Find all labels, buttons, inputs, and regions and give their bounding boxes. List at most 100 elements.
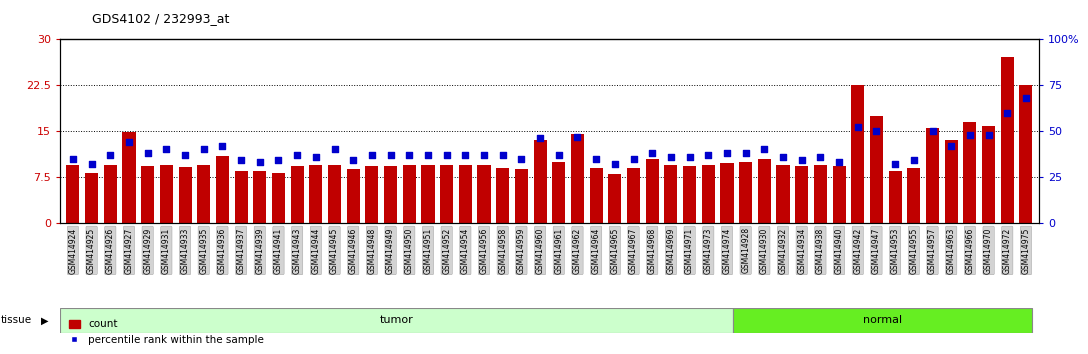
Text: GSM414953: GSM414953 — [891, 227, 900, 274]
Bar — [590, 168, 603, 223]
Bar — [665, 165, 678, 223]
Text: GSM414951: GSM414951 — [423, 227, 432, 274]
Bar — [496, 168, 509, 223]
Bar — [720, 163, 733, 223]
Text: GSM414959: GSM414959 — [517, 227, 526, 274]
Text: GSM414931: GSM414931 — [162, 227, 171, 274]
Point — [101, 152, 119, 158]
Text: GSM414939: GSM414939 — [256, 227, 264, 274]
Text: GSM414949: GSM414949 — [386, 227, 395, 274]
Point — [606, 161, 623, 167]
Text: GSM414944: GSM414944 — [311, 227, 320, 274]
Text: GSM414947: GSM414947 — [871, 227, 881, 274]
Text: GSM414933: GSM414933 — [181, 227, 189, 274]
Bar — [777, 165, 790, 223]
Text: GSM414968: GSM414968 — [647, 227, 657, 274]
Text: GSM414925: GSM414925 — [87, 227, 96, 274]
Bar — [254, 171, 267, 223]
Point — [681, 154, 698, 160]
Text: GSM414937: GSM414937 — [236, 227, 246, 274]
Bar — [441, 165, 454, 223]
Bar — [421, 165, 434, 223]
Text: GSM414964: GSM414964 — [592, 227, 601, 274]
Bar — [178, 167, 191, 223]
Text: GSM414965: GSM414965 — [610, 227, 619, 274]
Bar — [103, 165, 116, 223]
Point — [961, 132, 978, 137]
Text: GSM414935: GSM414935 — [199, 227, 208, 274]
Point — [345, 158, 362, 163]
Point — [812, 154, 829, 160]
Point — [139, 150, 157, 156]
Point — [512, 156, 530, 161]
Text: GSM414960: GSM414960 — [535, 227, 545, 274]
Bar — [160, 165, 173, 223]
Point — [663, 154, 680, 160]
Text: GSM414961: GSM414961 — [554, 227, 564, 274]
Text: GSM414967: GSM414967 — [629, 227, 638, 274]
Bar — [1019, 85, 1033, 223]
Bar — [478, 165, 491, 223]
Bar — [926, 128, 939, 223]
Point — [756, 147, 774, 152]
Point — [83, 161, 100, 167]
Bar — [197, 165, 210, 223]
Bar — [309, 165, 322, 223]
Point — [775, 154, 792, 160]
Text: GSM414963: GSM414963 — [947, 227, 955, 274]
Text: GSM414975: GSM414975 — [1022, 227, 1030, 274]
Text: tumor: tumor — [380, 315, 413, 325]
Text: GSM414962: GSM414962 — [573, 227, 582, 274]
Bar — [235, 171, 248, 223]
Point — [793, 158, 811, 163]
Text: GSM414969: GSM414969 — [667, 227, 676, 274]
Bar — [758, 159, 771, 223]
Point — [718, 150, 735, 156]
Point — [905, 158, 923, 163]
Point — [999, 110, 1016, 115]
Bar — [795, 166, 808, 223]
Text: ▶: ▶ — [41, 315, 49, 325]
Point — [176, 152, 194, 158]
Bar — [366, 166, 379, 223]
Bar — [907, 168, 920, 223]
Bar — [702, 165, 715, 223]
Text: GSM414966: GSM414966 — [965, 227, 975, 274]
Text: GSM414926: GSM414926 — [106, 227, 115, 274]
Text: GSM414956: GSM414956 — [480, 227, 489, 274]
Text: normal: normal — [863, 315, 902, 325]
Text: GSM414940: GSM414940 — [834, 227, 843, 274]
Text: GSM414938: GSM414938 — [816, 227, 825, 274]
Bar — [1001, 57, 1014, 223]
Text: GSM414973: GSM414973 — [704, 227, 713, 274]
Bar — [571, 134, 584, 223]
Text: GDS4102 / 232993_at: GDS4102 / 232993_at — [92, 12, 230, 25]
Text: GSM414958: GSM414958 — [498, 227, 507, 274]
Point — [195, 147, 212, 152]
Bar — [889, 171, 902, 223]
Bar — [215, 155, 228, 223]
Bar — [384, 166, 397, 223]
Point — [121, 139, 138, 145]
Bar — [347, 169, 360, 223]
Bar — [60, 308, 732, 333]
Text: GSM414936: GSM414936 — [218, 227, 227, 274]
Bar — [683, 166, 696, 223]
Text: GSM414932: GSM414932 — [779, 227, 788, 274]
Point — [588, 156, 605, 161]
Bar — [944, 140, 957, 223]
Point — [457, 152, 474, 158]
Bar — [627, 168, 640, 223]
Bar — [515, 169, 528, 223]
Point — [531, 136, 548, 141]
Point — [419, 152, 436, 158]
Point — [475, 152, 493, 158]
Point — [924, 128, 941, 134]
Text: GSM414971: GSM414971 — [685, 227, 694, 274]
Bar — [732, 308, 1031, 333]
Point — [325, 147, 343, 152]
Bar — [608, 174, 621, 223]
Text: GSM414946: GSM414946 — [349, 227, 358, 274]
Bar — [141, 166, 154, 223]
Point — [1017, 95, 1035, 101]
